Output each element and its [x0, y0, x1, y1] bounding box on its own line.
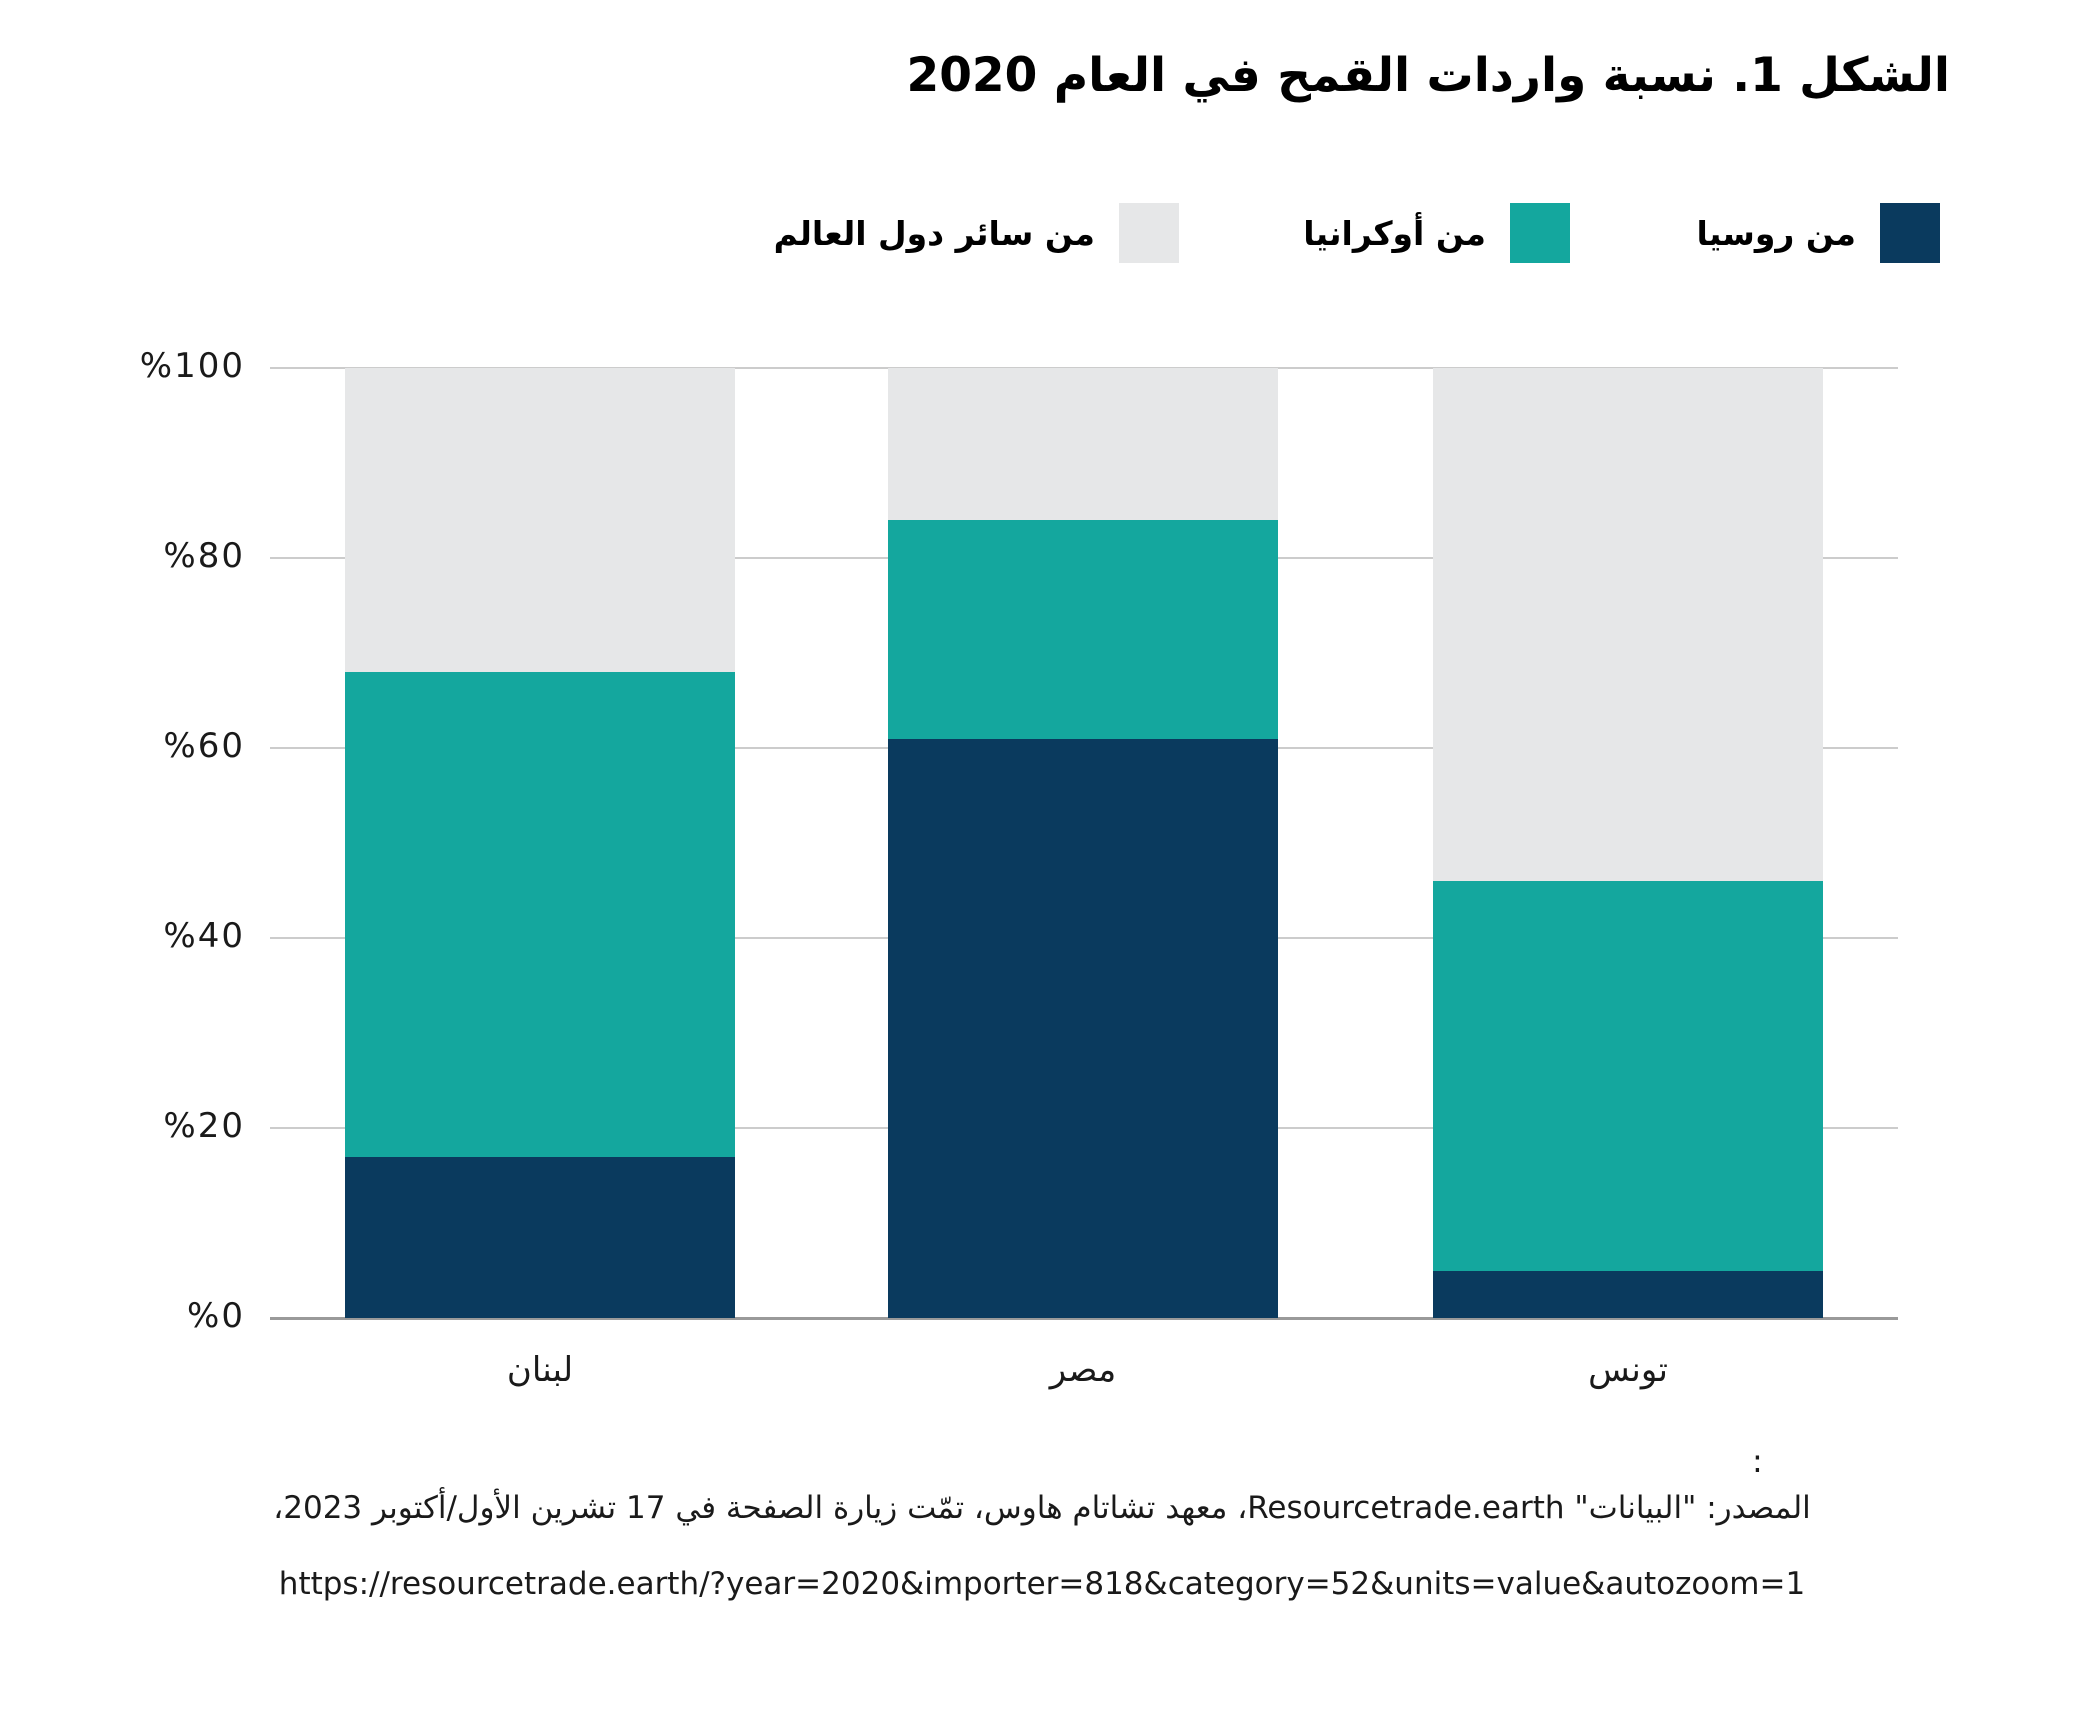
x-axis-label: مصر [1049, 1350, 1117, 1390]
y-tick-label: %80 [163, 536, 245, 576]
legend-swatch-russia [1880, 203, 1940, 263]
bar-segment [1433, 368, 1823, 881]
bar-segment [888, 368, 1278, 520]
source-note: المصدر: "البيانات" Resourcetrade.earth، … [273, 1490, 1811, 1526]
legend-swatch-ukraine [1510, 203, 1570, 263]
bar-segment [345, 1156, 735, 1318]
bar-مصر [888, 368, 1278, 1318]
x-axis-label: لبنان [506, 1350, 574, 1390]
figure-title: الشكل 1. نسبة واردات القمح في العام 2020 [906, 48, 1950, 103]
legend-label-ukraine: من أوكرانيا [1303, 213, 1486, 253]
bar-لبنان [345, 368, 735, 1318]
legend-label-rest-of-world: من سائر دول العالم [773, 213, 1095, 253]
bar-segment [888, 738, 1278, 1318]
y-tick-label: %20 [163, 1106, 245, 1146]
bar-segment [1433, 881, 1823, 1271]
y-tick-label: %0 [187, 1296, 245, 1336]
bar-segment [888, 520, 1278, 739]
source-colon: : [1752, 1442, 1763, 1480]
y-tick-label: %40 [163, 916, 245, 956]
bar-segment [345, 368, 735, 672]
legend-item-ukraine: من أوكرانيا [1303, 202, 1570, 264]
legend-item-rest-of-world: من سائر دول العالم [774, 202, 1179, 264]
bar-تونس [1433, 368, 1823, 1318]
y-tick-label: %60 [163, 726, 245, 766]
bar-segment [345, 672, 735, 1157]
x-axis-line [270, 1317, 1898, 1320]
bar-segment [1433, 1270, 1823, 1318]
y-tick-label: %100 [139, 346, 245, 386]
legend-item-russia: من روسيا [1697, 202, 1940, 264]
legend-label-russia: من روسيا [1696, 213, 1856, 253]
legend-swatch-rest-of-world [1119, 203, 1179, 263]
source-url: https://resourcetrade.earth/?year=2020&i… [278, 1566, 1806, 1602]
x-axis-label: تونس [1588, 1350, 1668, 1390]
